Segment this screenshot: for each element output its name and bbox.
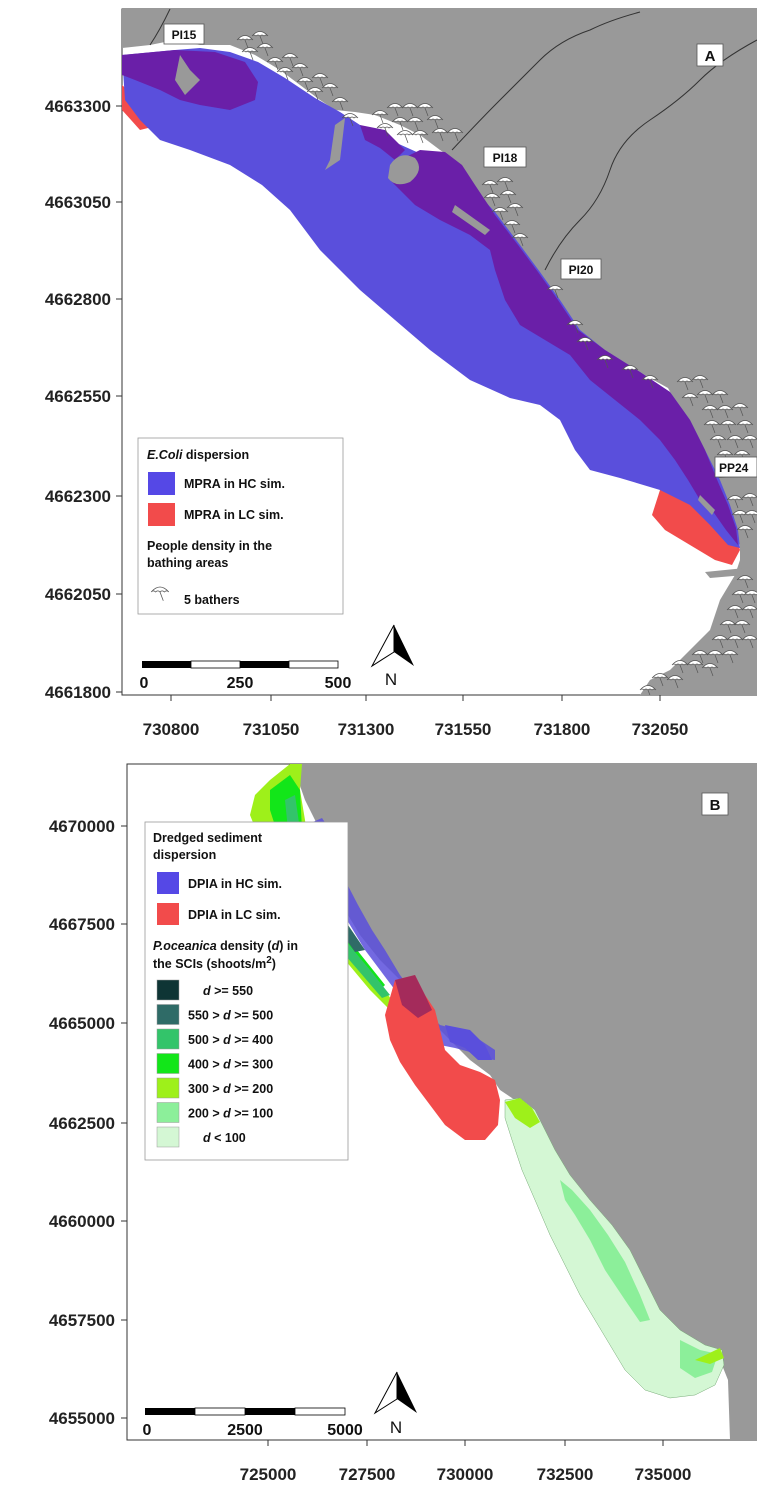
label-pp24: PP24 [714,456,757,478]
svg-text:4663300: 4663300 [45,97,111,116]
svg-text:4662500: 4662500 [49,1114,115,1133]
panel-a-y-axis: 4663300 4663050 4662800 4662550 4662300 … [45,97,122,702]
svg-text:MPRA in HC sim.: MPRA in HC sim. [184,477,285,491]
svg-text:bathing areas: bathing areas [147,556,228,570]
svg-text:4662550: 4662550 [45,387,111,406]
svg-text:MPRA in LC sim.: MPRA in LC sim. [184,508,284,522]
panel-b-y-axis: 4670000 4667500 4665000 4662500 4660000 … [49,817,127,1428]
svg-text:People density in the: People density in the [147,539,272,553]
svg-text:4662300: 4662300 [45,487,111,506]
legend-density-label: 300 > d >= 200 [188,1082,273,1096]
legend-density-label: 400 > d >= 300 [188,1058,273,1072]
label-pi18: PI18 [483,146,527,168]
svg-text:4670000: 4670000 [49,817,115,836]
legend-density-swatch [156,979,180,1001]
legend-density-label: d < 100 [203,1131,246,1145]
svg-text:731300: 731300 [338,720,395,739]
legend-density-label: 200 > d >= 100 [188,1107,273,1121]
svg-text:732050: 732050 [632,720,689,739]
svg-text:PI18: PI18 [493,151,518,165]
svg-text:500: 500 [325,675,352,692]
svg-text:5000: 5000 [327,1422,363,1439]
svg-text:DPIA in HC sim.: DPIA in HC sim. [188,877,282,891]
svg-text:4662800: 4662800 [45,290,111,309]
panel-b-map: B Dredged sediment dispersion DPIA in HC… [49,763,757,1484]
svg-text:0: 0 [143,1422,152,1439]
svg-text:4655000: 4655000 [49,1409,115,1428]
panel-a-map: PI15 PI18 PI20 PP24 A E.Coli dispersion … [45,8,757,739]
panel-b-north-arrow-icon: N [370,1368,420,1438]
legend-b-hc-swatch [157,872,179,894]
svg-text:N: N [385,670,397,689]
svg-text:4665000: 4665000 [49,1014,115,1033]
legend-a-hc-swatch [148,472,175,495]
legend-b-lc-swatch [157,903,179,925]
svg-text:250: 250 [227,675,254,692]
svg-text:731050: 731050 [243,720,300,739]
svg-text:4660000: 4660000 [49,1212,115,1231]
legend-a-lc-swatch [148,503,175,526]
svg-text:731550: 731550 [435,720,492,739]
legend-density-swatch [156,1126,180,1148]
legend-density-label: 500 > d >= 400 [188,1033,273,1047]
svg-text:4667500: 4667500 [49,915,115,934]
svg-text:PI15: PI15 [172,28,197,42]
svg-text:4657500: 4657500 [49,1311,115,1330]
label-pi15: PI15 [163,23,205,45]
svg-text:A: A [705,48,716,65]
svg-text:727500: 727500 [339,1465,396,1484]
legend-density-label: d >= 550 [203,984,253,998]
panel-a-scalebar: 0 250 500 [140,660,352,692]
svg-text:730800: 730800 [143,720,200,739]
panel-a-hc-plume [122,48,740,548]
svg-text:Dredged sediment: Dredged sediment [153,831,263,845]
svg-text:B: B [710,797,721,814]
svg-text:P.oceanica density (d) in: P.oceanica density (d) in [153,939,298,953]
svg-text:2500: 2500 [227,1422,263,1439]
svg-text:735000: 735000 [635,1465,692,1484]
svg-text:730000: 730000 [437,1465,494,1484]
panel-b-letter: B [701,792,729,816]
svg-text:725000: 725000 [240,1465,297,1484]
panel-b-x-axis: 725000 727500 730000 732500 735000 [240,1440,692,1484]
legend-density-swatch [156,1077,180,1099]
legend-density-swatch [156,1102,180,1123]
svg-text:4661800: 4661800 [45,683,111,702]
svg-text:N: N [390,1418,402,1437]
svg-text:PI20: PI20 [569,263,594,277]
panel-b-legend: Dredged sediment dispersion DPIA in HC s… [144,821,349,1161]
label-pi20: PI20 [560,258,602,280]
svg-text:4662050: 4662050 [45,585,111,604]
panel-a-legend: E.Coli dispersion MPRA in HC sim. MPRA i… [137,437,344,615]
svg-text:DPIA in LC sim.: DPIA in LC sim. [188,908,281,922]
panel-a-x-axis: 730800 731050 731300 731550 731800 73205… [143,695,689,739]
panel-b-lc-plume [385,975,500,1140]
panel-a-letter: A [696,43,724,67]
panel-b-land [298,764,757,1440]
panel-a-north-arrow-icon: N [370,622,418,690]
legend-density-swatch [156,1004,180,1025]
svg-text:the SCIs (shoots/m2): the SCIs (shoots/m2) [153,955,276,971]
svg-text:5 bathers: 5 bathers [184,593,240,607]
svg-text:4663050: 4663050 [45,193,111,212]
panel-b-scalebar: 0 2500 5000 [143,1407,363,1439]
legend-density-swatch [156,1053,180,1074]
panel-a-land [122,9,757,695]
svg-text:732500: 732500 [537,1465,594,1484]
svg-text:731800: 731800 [534,720,591,739]
svg-text:dispersion: dispersion [153,848,216,862]
svg-text:PP24: PP24 [719,461,749,475]
svg-text:0: 0 [140,675,149,692]
legend-density-label: 550 > d >= 500 [188,1009,273,1023]
svg-text:E.Coli dispersion: E.Coli dispersion [147,448,249,462]
legend-density-swatch [156,1028,180,1050]
